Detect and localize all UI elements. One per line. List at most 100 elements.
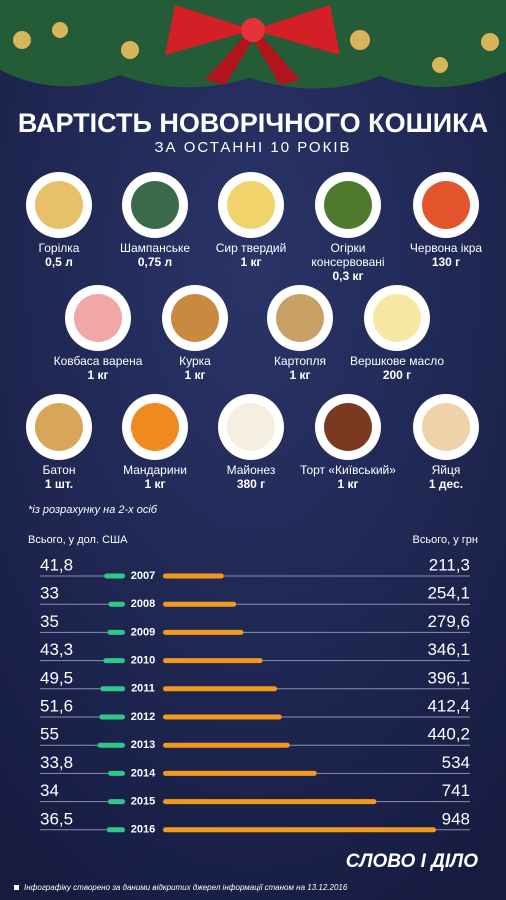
year-label: 2014 bbox=[131, 767, 156, 779]
item-name: Яйця bbox=[432, 463, 461, 477]
item-amount: 1 кг bbox=[289, 368, 310, 382]
value-usd: 35 bbox=[40, 612, 59, 631]
item-name: Сир твердий bbox=[216, 241, 287, 255]
item-icon-food bbox=[324, 403, 372, 451]
fir-branches bbox=[0, 0, 506, 89]
bar-usd bbox=[97, 742, 125, 748]
item-amount: 130 г bbox=[432, 255, 460, 269]
year-label: 2007 bbox=[131, 570, 155, 582]
item-icon-food bbox=[276, 294, 324, 342]
legend-left: Всього, у дол. США bbox=[28, 534, 128, 546]
item-name: Батон bbox=[43, 463, 76, 477]
logo: СЛОВО І ДІЛО bbox=[346, 851, 478, 872]
item-name: Курка bbox=[179, 354, 211, 368]
bar-uah bbox=[163, 573, 224, 579]
item-name: Майонез bbox=[227, 463, 276, 477]
bar-usd bbox=[107, 629, 125, 635]
item-name: Торт «Київський» bbox=[300, 463, 396, 477]
bar-uah bbox=[163, 714, 282, 720]
item-amount: 1 кг bbox=[337, 477, 358, 491]
bar-uah bbox=[163, 827, 437, 833]
item-name: Шампанське bbox=[120, 241, 190, 255]
value-uah: 279,6 bbox=[427, 612, 470, 631]
value-uah: 440,2 bbox=[427, 725, 470, 744]
item-icon-food bbox=[74, 294, 122, 342]
item-icon-food bbox=[35, 181, 83, 229]
item-amount: 200 г bbox=[383, 368, 411, 382]
year-label: 2015 bbox=[131, 796, 155, 808]
item-icon-food bbox=[324, 181, 372, 229]
item-amount: 0,5 л bbox=[45, 255, 73, 269]
value-uah: 534 bbox=[442, 753, 470, 772]
value-uah: 254,1 bbox=[427, 584, 470, 603]
year-label: 2016 bbox=[131, 824, 155, 836]
item-icon-food bbox=[131, 403, 179, 451]
value-uah: 346,1 bbox=[427, 640, 470, 659]
item-amount: 1 дес. bbox=[429, 477, 463, 491]
bar-usd bbox=[108, 601, 125, 607]
year-label: 2008 bbox=[131, 598, 155, 610]
item-icon-food bbox=[227, 403, 275, 451]
value-usd: 43,3 bbox=[40, 640, 73, 659]
value-usd: 36,5 bbox=[40, 809, 73, 828]
item-amount: 1 кг bbox=[240, 255, 261, 269]
item-icon-food bbox=[227, 181, 275, 229]
item-icon-food bbox=[171, 294, 219, 342]
item-amount: 1 шт. bbox=[45, 477, 73, 491]
item-amount: 1 кг bbox=[87, 368, 108, 382]
year-label: 2009 bbox=[131, 626, 155, 638]
year-label: 2013 bbox=[131, 739, 155, 751]
item-name: Мандарини bbox=[123, 463, 187, 477]
bar-usd bbox=[100, 686, 125, 692]
bar-uah bbox=[163, 629, 244, 635]
value-usd: 34 bbox=[40, 781, 59, 800]
value-usd: 51,6 bbox=[40, 696, 73, 715]
item-name: Горілка bbox=[39, 241, 80, 255]
subtitle: ЗА ОСТАННІ 10 РОКІВ bbox=[154, 139, 351, 156]
bar-uah bbox=[163, 601, 237, 607]
bar-usd bbox=[106, 827, 125, 833]
bar-usd bbox=[99, 714, 125, 720]
bar-usd bbox=[103, 658, 125, 664]
bar-usd bbox=[104, 573, 125, 579]
year-label: 2011 bbox=[131, 683, 155, 695]
bar-usd bbox=[108, 799, 125, 805]
value-uah: 396,1 bbox=[427, 668, 470, 687]
value-usd: 55 bbox=[40, 725, 59, 744]
bow bbox=[165, 5, 340, 85]
note: *із розрахунку на 2-х осіб bbox=[28, 504, 158, 516]
item-amount: 1 кг bbox=[184, 368, 205, 382]
item-name: Вершкове масло bbox=[350, 354, 444, 368]
value-usd: 49,5 bbox=[40, 668, 73, 687]
item-icon-food bbox=[35, 403, 83, 451]
item-icon-food bbox=[422, 181, 470, 229]
value-usd: 33,8 bbox=[40, 753, 73, 772]
item-name: Ковбаса варена bbox=[54, 354, 143, 368]
item-amount: 0,75 л bbox=[138, 255, 172, 269]
item-amount: 1 кг bbox=[144, 477, 165, 491]
bar-usd bbox=[108, 770, 125, 776]
title: ВАРТІСТЬ НОВОРІЧНОГО КОШИКА bbox=[18, 108, 488, 138]
value-uah: 948 bbox=[442, 809, 470, 828]
item-icon-food bbox=[422, 403, 470, 451]
value-usd: 33 bbox=[40, 584, 59, 603]
item-name: Огірки консервовані bbox=[311, 241, 384, 269]
value-usd: 41,8 bbox=[40, 555, 73, 574]
bar-uah bbox=[163, 770, 317, 776]
bar-uah bbox=[163, 686, 278, 692]
value-uah: 741 bbox=[442, 781, 470, 800]
year-label: 2012 bbox=[131, 711, 155, 723]
item-name: Червона ікра bbox=[410, 241, 482, 255]
item-name: Картопля bbox=[274, 354, 326, 368]
year-label: 2010 bbox=[131, 655, 155, 667]
bar-uah bbox=[163, 742, 290, 748]
item-amount: 380 г bbox=[237, 477, 265, 491]
item-icon-food bbox=[131, 181, 179, 229]
bar-uah bbox=[163, 799, 377, 805]
bar-uah bbox=[163, 658, 263, 664]
item-amount: 0,3 кг bbox=[332, 269, 363, 283]
item-icon-food bbox=[373, 294, 421, 342]
source: Інфографіку створено за даними відкритих… bbox=[24, 883, 348, 892]
legend-right: Всього, у грн bbox=[413, 534, 478, 546]
